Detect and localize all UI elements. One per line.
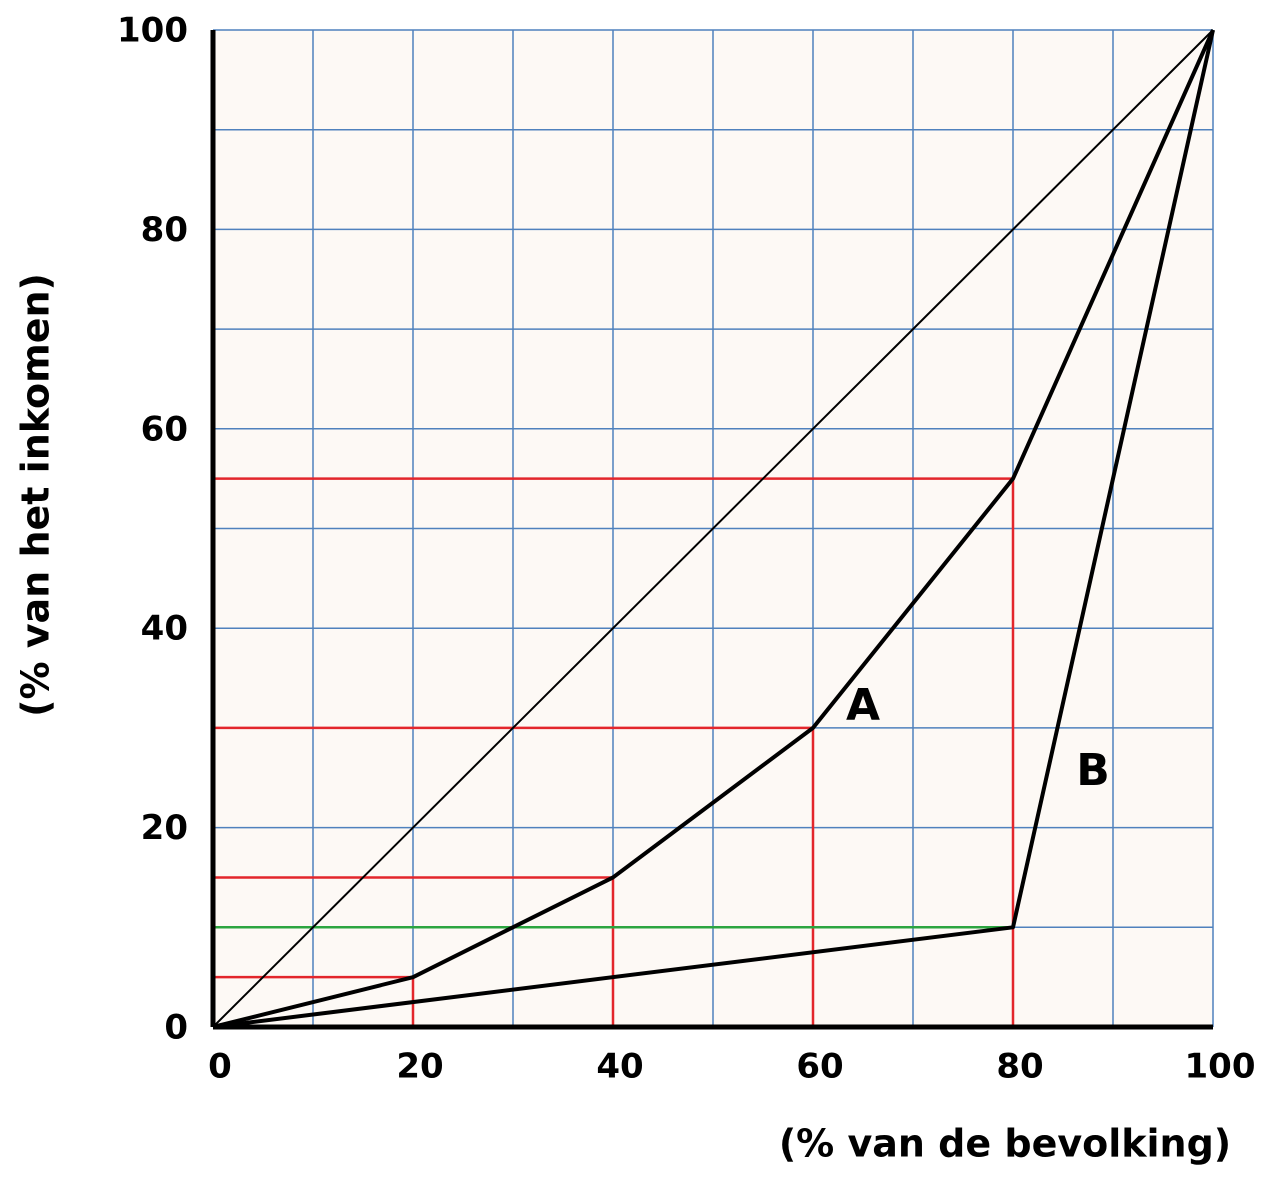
- y-tick-label: 40: [141, 609, 188, 649]
- series-line: [212, 29, 1215, 1029]
- y-axis-label: (% van het inkomen): [14, 273, 58, 717]
- x-tick-label: 40: [596, 1047, 643, 1087]
- y-tick-label: 80: [141, 210, 188, 250]
- y-tick-label: 0: [164, 1008, 188, 1048]
- x-tick-label: 20: [396, 1047, 443, 1087]
- x-tick-label: 100: [1185, 1047, 1256, 1087]
- x-tick-label: 0: [208, 1047, 232, 1087]
- series-label: A: [846, 680, 880, 731]
- y-tick-label: 60: [141, 409, 188, 449]
- series-label: B: [1076, 745, 1110, 796]
- series-line: [212, 29, 1215, 1029]
- x-axis-label: (% van de bevolking): [779, 1122, 1231, 1166]
- x-tick-label: 80: [996, 1047, 1043, 1087]
- y-tick-label: 100: [117, 11, 188, 51]
- x-tick-label: 60: [796, 1047, 843, 1087]
- series-line: [212, 29, 1214, 1028]
- y-tick-label: 20: [141, 808, 188, 848]
